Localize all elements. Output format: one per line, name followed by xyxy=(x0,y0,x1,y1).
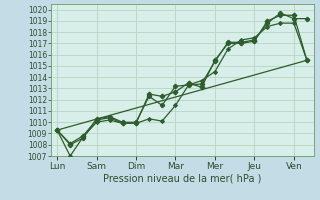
X-axis label: Pression niveau de la mer( hPa ): Pression niveau de la mer( hPa ) xyxy=(103,173,261,183)
